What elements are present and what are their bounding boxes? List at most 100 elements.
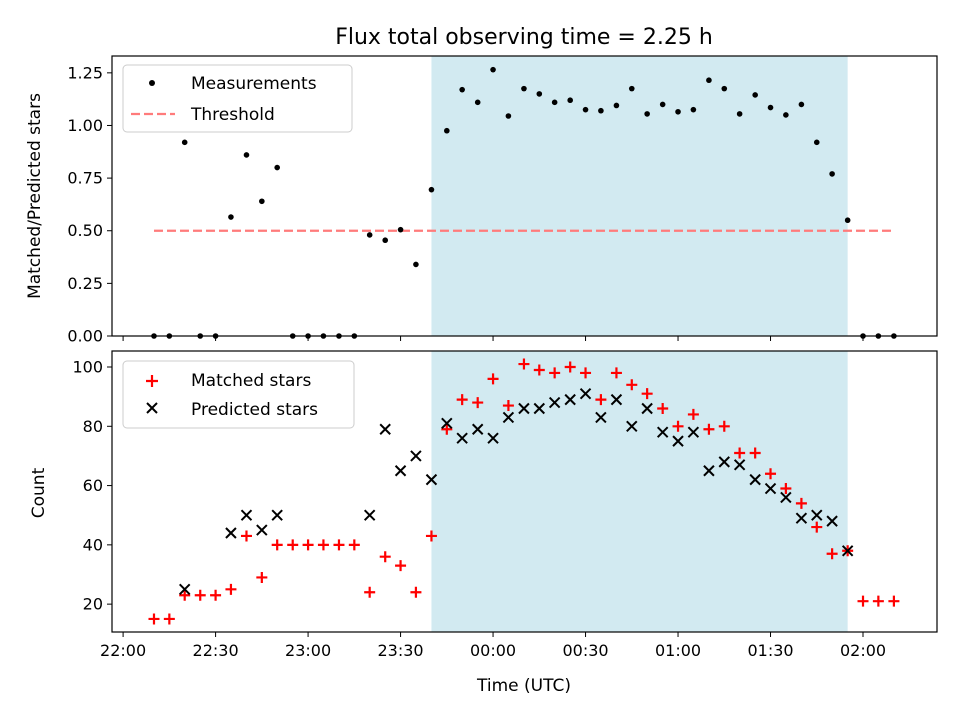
top-legend: Measurements Threshold	[122, 64, 353, 133]
y-tick-label: 80	[83, 417, 103, 436]
y-tick-label: 40	[83, 535, 103, 554]
matched-star-point	[857, 595, 869, 607]
measurement-point	[444, 127, 450, 134]
x-tick-label: 00:00	[470, 641, 516, 660]
matched-star-point	[549, 367, 561, 379]
measurement-point	[567, 97, 573, 104]
matched-star-point	[718, 420, 730, 432]
measurement-point	[598, 107, 604, 114]
measurement-point	[798, 101, 805, 108]
measurement-point	[752, 92, 758, 98]
matched-star-point	[811, 521, 823, 533]
matched-star-point	[533, 364, 545, 376]
matched-star-point	[872, 595, 884, 607]
legend-measurements-marker	[149, 80, 155, 86]
matched-star-point	[610, 367, 622, 379]
measurement-point	[551, 99, 558, 106]
measurement-point	[690, 106, 697, 113]
predicted-star-point	[256, 524, 268, 536]
y-tick-label: 20	[83, 595, 103, 614]
predicted-star-point	[456, 432, 468, 444]
matched-star-point	[888, 595, 900, 607]
matched-star-point	[749, 447, 761, 459]
matched-star-point	[502, 400, 514, 412]
predicted-star-point	[548, 396, 561, 409]
predicted-star-point	[564, 393, 576, 406]
predicted-star-point	[379, 423, 391, 435]
predicted-star-point	[502, 411, 515, 424]
matched-star-point	[163, 613, 175, 625]
matched-star-point	[287, 539, 299, 551]
matched-star-point	[333, 539, 345, 551]
matched-star-point	[348, 539, 360, 551]
bottom-y-axis-label: Count	[29, 467, 49, 518]
legend-predicted-label: Predicted stars	[191, 400, 318, 420]
predicted-star-point	[826, 515, 838, 527]
matched-star-point	[641, 388, 653, 400]
observing-window-shade	[431, 56, 848, 336]
bottom-legend: Matched stars Predicted stars	[122, 360, 355, 429]
measurement-point	[582, 106, 589, 113]
matched-star-point	[564, 361, 576, 373]
matched-star-point	[734, 447, 746, 459]
measurement-point	[644, 111, 650, 117]
x-tick-label: 00:30	[562, 641, 608, 660]
top-observing-window	[431, 56, 848, 336]
x-tick-label: 01:00	[655, 641, 701, 660]
predicted-star-point	[178, 583, 191, 596]
predicted-star-point	[641, 402, 653, 415]
measurement-point	[521, 85, 527, 92]
predicted-star-point	[225, 527, 237, 539]
predicted-star-point	[733, 459, 746, 471]
x-tick-label: 22:30	[193, 641, 239, 660]
predicted-star-point	[610, 393, 623, 406]
measurement-point	[259, 198, 265, 205]
measurement-point	[474, 99, 481, 106]
matched-star-point	[580, 367, 592, 379]
measurement-point	[813, 139, 820, 146]
bottom-y-axis-ticks: 20 40 60 80 100	[72, 358, 112, 614]
x-axis-label: Time (UTC)	[476, 676, 571, 696]
matched-star-point	[379, 551, 391, 563]
measurement-point	[181, 139, 188, 146]
x-tick-label: 02:00	[840, 641, 886, 660]
predicted-star-point	[841, 545, 854, 557]
predicted-star-point	[363, 509, 376, 521]
bottom-x-axis-ticks: 22:00 22:30 23:00 23:30 00:00 00:30 01:00 01:30…	[100, 632, 886, 660]
matched-star-point	[225, 583, 237, 595]
matched-star-point	[672, 420, 684, 432]
matched-star-point	[795, 497, 807, 509]
measurement-point	[505, 113, 512, 119]
measurement-point	[413, 261, 419, 268]
measurement-point	[243, 152, 250, 158]
measurement-point	[675, 108, 681, 115]
measurement-point	[228, 214, 234, 220]
top-y-axis-label: Matched/Predicted stars	[25, 93, 45, 299]
predicted-star-point	[533, 402, 546, 415]
measurement-point	[536, 91, 543, 97]
predicted-star-point	[780, 491, 792, 504]
measurement-point	[767, 104, 774, 111]
predicted-star-point	[764, 482, 777, 495]
y-tick-label: 100	[72, 358, 103, 377]
predicted-star-point	[271, 509, 283, 521]
observing-window-shade	[431, 351, 848, 632]
matched-star-point	[518, 358, 530, 370]
predicted-star-point	[394, 465, 407, 477]
legend-predicted-marker	[146, 402, 158, 414]
measurement-point	[706, 77, 712, 84]
measurement-point	[366, 232, 373, 238]
matched-star-point	[657, 403, 669, 415]
predicted-star-point	[811, 509, 823, 521]
matched-star-point	[210, 589, 222, 601]
legend-matched-marker	[146, 375, 158, 387]
predicted-star-point	[672, 435, 684, 447]
bottom-plot-frame	[111, 350, 938, 633]
y-tick-label: 1.00	[67, 116, 103, 135]
predicted-star-point	[595, 411, 607, 424]
matched-star-point	[256, 571, 268, 583]
x-tick-label: 22:00	[100, 641, 146, 660]
measurement-point	[628, 85, 635, 92]
matched-star-point	[148, 613, 160, 625]
measurement-point	[736, 111, 743, 117]
